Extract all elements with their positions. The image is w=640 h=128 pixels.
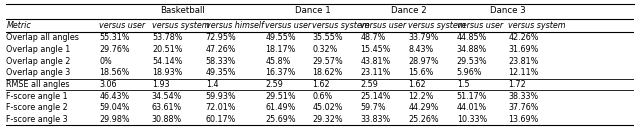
Text: 29.98%: 29.98%: [99, 115, 130, 124]
Text: Dance 2: Dance 2: [390, 6, 426, 15]
Text: 59.93%: 59.93%: [206, 92, 236, 101]
Text: versus user: versus user: [457, 21, 503, 30]
Text: 15.45%: 15.45%: [360, 45, 390, 54]
Text: versus himself: versus himself: [206, 21, 264, 30]
Text: 20.51%: 20.51%: [152, 45, 182, 54]
Text: 0.6%: 0.6%: [312, 92, 333, 101]
Text: 60.17%: 60.17%: [206, 115, 236, 124]
Text: 49.35%: 49.35%: [206, 68, 236, 77]
Text: 29.76%: 29.76%: [99, 45, 130, 54]
Text: 16.37%: 16.37%: [266, 68, 296, 77]
Text: 18.56%: 18.56%: [99, 68, 130, 77]
Text: 45.02%: 45.02%: [312, 103, 343, 112]
Text: 1.93: 1.93: [152, 80, 170, 89]
Text: 33.83%: 33.83%: [360, 115, 390, 124]
Text: Dance 1: Dance 1: [295, 6, 331, 15]
Text: 23.11%: 23.11%: [360, 68, 390, 77]
Text: versus user: versus user: [266, 21, 312, 30]
Text: 59.04%: 59.04%: [99, 103, 130, 112]
Text: versus system: versus system: [408, 21, 466, 30]
Text: 42.26%: 42.26%: [508, 33, 539, 42]
Text: 30.88%: 30.88%: [152, 115, 182, 124]
Text: F-score angle 2: F-score angle 2: [6, 103, 68, 112]
Text: 48.7%: 48.7%: [360, 33, 385, 42]
Text: 10.33%: 10.33%: [457, 115, 487, 124]
Text: 61.49%: 61.49%: [266, 103, 296, 112]
Text: 29.53%: 29.53%: [457, 57, 487, 66]
Text: 0%: 0%: [99, 57, 112, 66]
Text: 5.96%: 5.96%: [457, 68, 482, 77]
Text: 55.31%: 55.31%: [99, 33, 130, 42]
Text: Dance 3: Dance 3: [490, 6, 526, 15]
Text: versus user: versus user: [99, 21, 145, 30]
Text: 28.97%: 28.97%: [408, 57, 439, 66]
Text: 12.2%: 12.2%: [408, 92, 434, 101]
Text: 59.7%: 59.7%: [360, 103, 386, 112]
Text: 49.55%: 49.55%: [266, 33, 296, 42]
Text: 29.32%: 29.32%: [312, 115, 343, 124]
Text: Overlap angle 2: Overlap angle 2: [6, 57, 71, 66]
Text: 31.69%: 31.69%: [508, 45, 538, 54]
Text: 38.33%: 38.33%: [508, 92, 538, 101]
Text: 72.95%: 72.95%: [206, 33, 237, 42]
Text: 18.62%: 18.62%: [312, 68, 343, 77]
Text: 58.33%: 58.33%: [206, 57, 236, 66]
Text: Metric: Metric: [6, 21, 31, 30]
Text: 37.76%: 37.76%: [508, 103, 539, 112]
Text: 44.01%: 44.01%: [457, 103, 487, 112]
Text: versus system: versus system: [152, 21, 209, 30]
Text: versus system: versus system: [508, 21, 566, 30]
Text: 2.59: 2.59: [266, 80, 284, 89]
Text: 44.29%: 44.29%: [408, 103, 439, 112]
Text: 47.26%: 47.26%: [206, 45, 236, 54]
Text: 18.93%: 18.93%: [152, 68, 182, 77]
Text: 25.26%: 25.26%: [408, 115, 439, 124]
Text: 46.43%: 46.43%: [99, 92, 129, 101]
Text: 25.69%: 25.69%: [266, 115, 296, 124]
Text: 35.55%: 35.55%: [312, 33, 343, 42]
Text: 23.81%: 23.81%: [508, 57, 538, 66]
Text: 0.32%: 0.32%: [312, 45, 338, 54]
Text: 1.72: 1.72: [508, 80, 526, 89]
Text: Basketball: Basketball: [160, 6, 205, 15]
Text: 34.88%: 34.88%: [457, 45, 487, 54]
Text: 34.54%: 34.54%: [152, 92, 182, 101]
Text: 72.01%: 72.01%: [206, 103, 236, 112]
Text: Overlap angle 3: Overlap angle 3: [6, 68, 70, 77]
Text: 1.4: 1.4: [206, 80, 218, 89]
Text: 44.85%: 44.85%: [457, 33, 487, 42]
Text: 1.62: 1.62: [408, 80, 426, 89]
Text: 18.17%: 18.17%: [266, 45, 296, 54]
Text: 1.5: 1.5: [457, 80, 469, 89]
Text: Overlap all angles: Overlap all angles: [6, 33, 79, 42]
Text: 8.43%: 8.43%: [408, 45, 434, 54]
Text: 1.62: 1.62: [312, 80, 330, 89]
Text: F-score angle 3: F-score angle 3: [6, 115, 68, 124]
Text: versus user: versus user: [360, 21, 406, 30]
Text: RMSE all angles: RMSE all angles: [6, 80, 70, 89]
Text: 29.57%: 29.57%: [312, 57, 343, 66]
Text: 43.81%: 43.81%: [360, 57, 390, 66]
Text: Overlap angle 1: Overlap angle 1: [6, 45, 70, 54]
Text: 51.17%: 51.17%: [457, 92, 487, 101]
Text: 12.11%: 12.11%: [508, 68, 538, 77]
Text: 29.51%: 29.51%: [266, 92, 296, 101]
Text: 13.69%: 13.69%: [508, 115, 538, 124]
Text: 15.6%: 15.6%: [408, 68, 434, 77]
Text: 54.14%: 54.14%: [152, 57, 182, 66]
Text: 53.78%: 53.78%: [152, 33, 182, 42]
Text: 2.59: 2.59: [360, 80, 378, 89]
Text: 45.8%: 45.8%: [266, 57, 291, 66]
Text: versus system: versus system: [312, 21, 370, 30]
Text: 33.79%: 33.79%: [408, 33, 439, 42]
Text: 25.14%: 25.14%: [360, 92, 390, 101]
Text: 63.61%: 63.61%: [152, 103, 182, 112]
Text: F-score angle 1: F-score angle 1: [6, 92, 68, 101]
Text: 3.06: 3.06: [99, 80, 116, 89]
